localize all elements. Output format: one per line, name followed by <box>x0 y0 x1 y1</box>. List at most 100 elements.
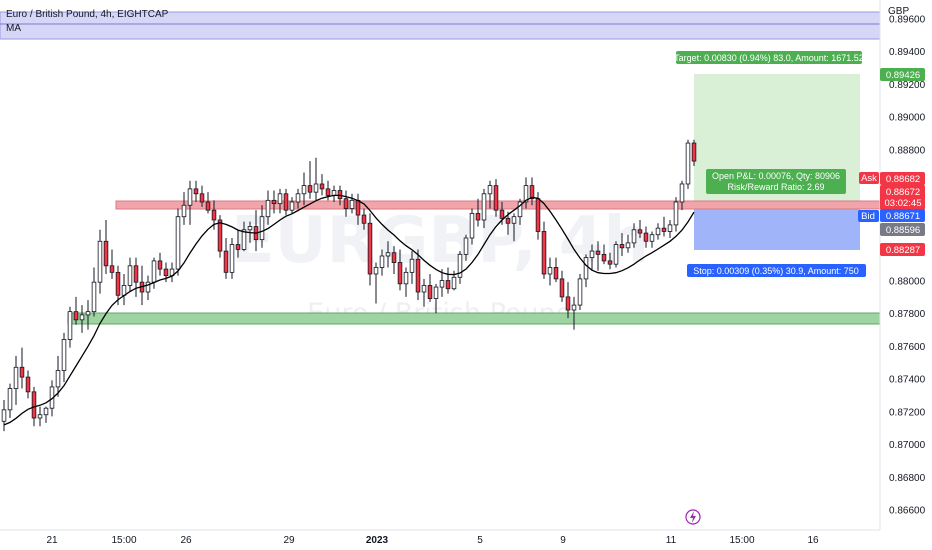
candle[interactable] <box>151 257 157 289</box>
candle[interactable] <box>607 252 613 270</box>
candle[interactable] <box>631 223 637 248</box>
candle[interactable] <box>19 347 25 389</box>
candle[interactable] <box>385 241 391 268</box>
candle[interactable] <box>649 231 655 248</box>
moving-average-line[interactable] <box>3 194 695 426</box>
candle[interactable] <box>667 219 673 238</box>
candle[interactable] <box>43 406 49 423</box>
candle[interactable] <box>493 179 499 217</box>
candle[interactable] <box>409 251 415 284</box>
candle[interactable] <box>487 180 493 209</box>
x-axis-ticks[interactable]: 21 15:00 26 29 2023 5 9 11 15:00 16 <box>46 535 819 546</box>
candle[interactable] <box>529 177 535 206</box>
candle[interactable] <box>481 188 487 229</box>
indicator-ma-label[interactable]: MA <box>6 23 21 34</box>
candle[interactable] <box>115 265 121 306</box>
top-range-band[interactable] <box>0 11 881 40</box>
candle[interactable] <box>565 282 571 319</box>
candle[interactable] <box>121 273 127 306</box>
candle[interactable] <box>505 211 511 235</box>
candle[interactable] <box>67 306 73 348</box>
candle[interactable] <box>541 221 547 279</box>
candle[interactable] <box>235 229 241 258</box>
candle[interactable] <box>613 241 619 268</box>
candle[interactable] <box>85 300 91 330</box>
candle[interactable] <box>37 406 43 427</box>
candle[interactable] <box>229 237 235 279</box>
candle[interactable] <box>619 233 625 256</box>
candle[interactable] <box>139 265 145 306</box>
candle[interactable] <box>421 278 427 307</box>
candle[interactable] <box>571 296 577 330</box>
candle[interactable] <box>283 188 289 216</box>
candle[interactable] <box>343 190 349 217</box>
candle[interactable] <box>511 213 517 242</box>
candle[interactable] <box>79 305 85 333</box>
candle[interactable] <box>205 192 211 214</box>
candle[interactable] <box>157 252 163 276</box>
candle[interactable] <box>403 267 409 297</box>
candle[interactable] <box>7 383 13 419</box>
candle[interactable] <box>103 219 109 274</box>
candle[interactable] <box>97 229 103 294</box>
stop-zone[interactable] <box>694 206 860 250</box>
candle[interactable] <box>445 267 451 294</box>
candle[interactable] <box>391 246 397 274</box>
candle[interactable] <box>175 208 181 276</box>
candle[interactable] <box>547 257 553 286</box>
candle[interactable] <box>193 180 199 202</box>
support-zone[interactable] <box>67 312 881 325</box>
candle[interactable] <box>577 273 583 310</box>
candle[interactable] <box>625 234 631 253</box>
candle[interactable] <box>469 208 475 245</box>
candle[interactable] <box>265 190 271 225</box>
candle[interactable] <box>523 177 529 209</box>
candle[interactable] <box>127 257 133 292</box>
candle[interactable] <box>643 226 649 248</box>
candle[interactable] <box>259 205 265 248</box>
candle[interactable] <box>361 208 367 230</box>
candle[interactable] <box>661 216 667 237</box>
candle[interactable] <box>217 215 223 258</box>
candle[interactable] <box>133 257 139 297</box>
candle[interactable] <box>691 139 697 166</box>
candle[interactable] <box>637 219 643 238</box>
candle[interactable] <box>373 262 379 304</box>
candle[interactable] <box>457 251 463 284</box>
candle[interactable] <box>61 332 67 383</box>
candle[interactable] <box>439 269 445 297</box>
candle[interactable] <box>25 370 31 399</box>
candle[interactable] <box>1 400 7 432</box>
candle[interactable] <box>313 157 319 201</box>
symbol-title[interactable]: Euro / British Pound, 4h, EIGHTCAP <box>6 9 169 20</box>
candle[interactable] <box>463 234 469 261</box>
candle[interactable] <box>109 249 115 279</box>
candle[interactable] <box>679 180 685 211</box>
candle[interactable] <box>583 254 589 288</box>
candle[interactable] <box>331 185 337 202</box>
candle[interactable] <box>289 197 295 214</box>
candle[interactable] <box>685 139 691 189</box>
candle[interactable] <box>169 262 175 283</box>
candle[interactable] <box>145 275 151 301</box>
candle[interactable] <box>199 185 205 207</box>
candle[interactable] <box>379 249 385 276</box>
lightning-icon[interactable] <box>685 509 701 525</box>
candle[interactable] <box>271 190 277 214</box>
candle[interactable] <box>187 180 193 225</box>
candle[interactable] <box>517 198 523 225</box>
candle[interactable] <box>349 193 355 214</box>
candle[interactable] <box>277 188 283 214</box>
candle[interactable] <box>73 296 79 325</box>
candle[interactable] <box>307 161 313 199</box>
candle[interactable] <box>601 244 607 265</box>
candle[interactable] <box>319 174 325 196</box>
candle[interactable] <box>181 192 187 225</box>
candle[interactable] <box>559 270 565 302</box>
candle[interactable] <box>13 355 19 405</box>
candle[interactable] <box>241 221 247 252</box>
candle[interactable] <box>655 223 661 240</box>
candle[interactable] <box>433 283 439 314</box>
